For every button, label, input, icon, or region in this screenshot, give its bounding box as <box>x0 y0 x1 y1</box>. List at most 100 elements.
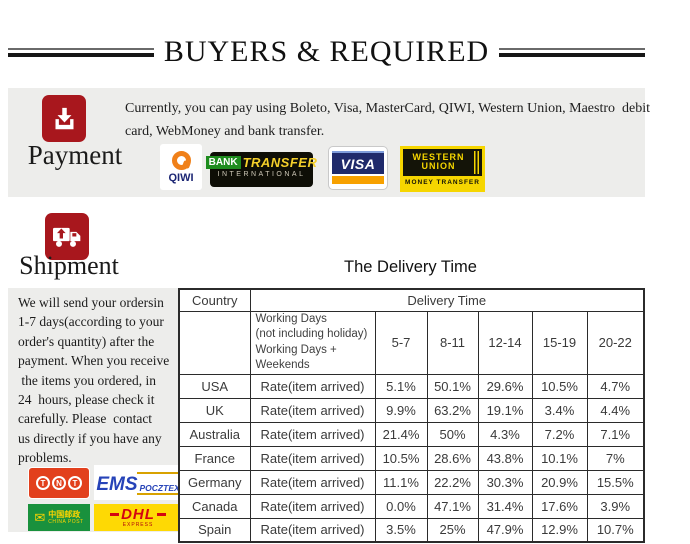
header-rule-left <box>8 47 154 57</box>
dhl-wordmark: DHL <box>121 505 155 523</box>
country-cell: Canada <box>178 493 251 519</box>
rate-label-cell: Rate(item arrived) <box>249 445 376 471</box>
rate-value-cell: 63.2% <box>426 397 479 423</box>
delivery-table-container: Country Delivery Time Working Days (not i… <box>178 288 645 543</box>
empty-cell <box>178 310 251 375</box>
rate-value-cell: 11.1% <box>374 469 428 495</box>
payment-icon <box>42 95 86 142</box>
ems-gold-line <box>137 472 179 474</box>
international-word: INTERNATIONAL <box>217 171 306 178</box>
rate-value-cell: 22.2% <box>426 469 479 495</box>
rate-value-cell: 3.9% <box>586 493 645 519</box>
rate-value-cell: 50.1% <box>426 373 479 399</box>
payment-description-line: Currently, you can pay using Boleto, Vis… <box>125 101 650 116</box>
table-row: Spain Rate(item arrived) 3.5% 25% 47.9% 12.… <box>178 517 645 543</box>
rate-value-cell: 3.5% <box>374 517 428 543</box>
rate-value-cell: 47.1% <box>426 493 479 519</box>
rate-value-cell: 10.7% <box>586 517 645 543</box>
rate-value-cell: 4.4% <box>586 397 645 423</box>
country-cell: USA <box>178 373 251 399</box>
payment-description-line: card, WebMoney and bank transfer. <box>125 124 325 139</box>
union-word: UNION <box>421 161 456 171</box>
rate-label-cell: Rate(item arrived) <box>249 517 376 543</box>
bank-word: BANK <box>205 156 241 169</box>
rate-value-cell: 50% <box>426 421 479 447</box>
shipment-note-text: We will send your ordersin 1-7 days(accor… <box>8 288 178 468</box>
table-row: Australia Rate(item arrived) 21.4% 50% 4.3… <box>178 421 645 447</box>
china-post-emblem-icon: ✉ <box>34 510 46 525</box>
rate-value-cell: 10.5% <box>374 445 428 471</box>
country-cell: France <box>178 445 251 471</box>
shipment-section-label: Shipment <box>19 251 119 280</box>
ems-pocztex-logo: EMS POCZTEX <box>94 465 182 500</box>
china-post-cn-wordmark: 中国邮政 <box>48 510 81 519</box>
table-row: USA Rate(item arrived) 5.1% 50.1% 29.6% 10.… <box>178 373 645 399</box>
rate-value-cell: 15.5% <box>586 469 645 495</box>
transfer-word: TRANSFER <box>242 155 318 170</box>
tnt-circle-letter: T <box>36 476 50 490</box>
section-header: BUYERS & REQUIRED <box>8 33 646 71</box>
rate-value-cell: 9.9% <box>374 397 428 423</box>
table-row: France Rate(item arrived) 10.5% 28.6% 43.8… <box>178 445 645 471</box>
shipment-note-panel: We will send your ordersin 1-7 days(accor… <box>8 288 182 532</box>
shipment-note-line: We will send your ordersin <box>18 295 164 310</box>
visa-wordmark: VISA <box>340 155 376 172</box>
rate-label-cell: Rate(item arrived) <box>249 397 376 423</box>
rate-value-cell: 29.6% <box>477 373 533 399</box>
dhl-dash-icon <box>110 513 120 516</box>
shipment-note-line: order's quantity) after the <box>18 333 155 349</box>
visa-logo: VISA <box>328 146 388 190</box>
shipment-note-line: payment. When you receive <box>18 353 170 369</box>
day-range-header: 5-7 <box>374 310 428 375</box>
rate-value-cell: 10.1% <box>531 445 588 471</box>
shipment-note-line: 24 hours, please check it <box>18 392 155 408</box>
country-cell: UK <box>178 397 251 423</box>
table-row: Canada Rate(item arrived) 0.0% 47.1% 31.4%… <box>178 493 645 519</box>
rate-value-cell: 17.6% <box>531 493 588 519</box>
rate-value-cell: 4.7% <box>586 373 645 399</box>
rate-value-cell: 20.9% <box>531 469 588 495</box>
tnt-circle-letter: N <box>52 476 66 490</box>
shipment-icon <box>45 213 89 260</box>
bank-transfer-logo: BANK TRANSFER INTERNATIONAL <box>205 152 317 187</box>
rate-value-cell: 25% <box>426 517 479 543</box>
western-union-logo: WESTERN UNION MONEY TRANSFER <box>400 146 485 192</box>
money-transfer-word: MONEY TRANSFER <box>405 178 480 186</box>
qiwi-wordmark: QIWI <box>168 171 194 184</box>
rate-label-cell: Rate(item arrived) <box>249 493 376 519</box>
rate-value-cell: 30.3% <box>477 469 533 495</box>
dhl-express-word: EXPRESS <box>122 521 154 528</box>
rate-value-cell: 7% <box>586 445 645 471</box>
working-days-line: (not including holiday) <box>255 328 368 340</box>
shipment-note-line: carefully. Please contact <box>18 411 153 427</box>
tnt-circle-letter: T <box>68 476 82 490</box>
shipment-note-line: us directly if you have any <box>18 430 162 446</box>
day-range-header: 20-22 <box>586 310 645 375</box>
payment-section-label: Payment <box>27 140 123 170</box>
qiwi-q-icon <box>171 150 191 170</box>
rate-value-cell: 47.9% <box>477 517 533 543</box>
rate-value-cell: 21.4% <box>374 421 428 447</box>
working-days-line: Working Days + Weekends <box>255 343 337 372</box>
rate-value-cell: 31.4% <box>477 493 533 519</box>
page-title: BUYERS & REQUIRED <box>163 35 490 68</box>
delivery-table: Country Delivery Time Working Days (not i… <box>178 288 645 543</box>
table-row: UK Rate(item arrived) 9.9% 63.2% 19.1% 3.4%… <box>178 397 645 423</box>
china-post-en-wordmark: CHINA POST <box>48 519 84 525</box>
truck-icon <box>53 227 81 247</box>
rate-value-cell: 28.6% <box>426 445 479 471</box>
rate-value-cell: 4.3% <box>477 421 533 447</box>
table-subheader-row: Working Days (not including holiday) Worki… <box>178 310 645 375</box>
rate-value-cell: 5.1% <box>374 373 428 399</box>
china-post-logo: ✉ 中国邮政 CHINA POST <box>28 504 90 531</box>
download-tray-icon <box>55 107 73 130</box>
table-row: Germany Rate(item arrived) 11.1% 22.2% 30.… <box>178 469 645 495</box>
dhl-logo: DHL EXPRESS <box>94 504 182 531</box>
country-cell: Australia <box>178 421 251 447</box>
rate-value-cell: 10.5% <box>531 373 588 399</box>
country-cell: Spain <box>178 517 251 543</box>
qiwi-logo: QIWI <box>160 144 202 190</box>
dhl-dash-icon <box>156 513 166 516</box>
working-days-line: Working Days <box>255 312 327 325</box>
